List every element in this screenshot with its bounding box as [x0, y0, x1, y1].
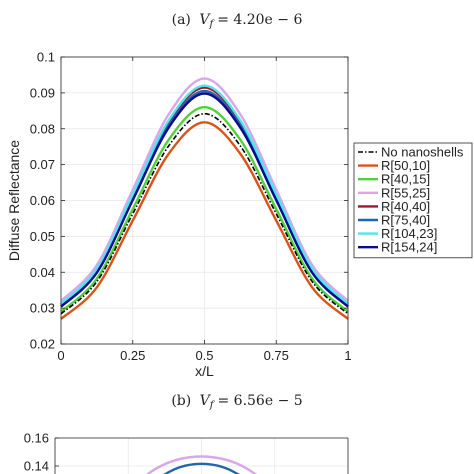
y-tick-label-7: 0.09: [30, 85, 55, 100]
legend-label-5: R[75,40]: [381, 213, 430, 228]
series-line-r-104-23-: [60, 84, 349, 305]
panel-b-label: (b): [171, 393, 191, 409]
series-line-r-50-10-: [60, 121, 349, 320]
panel-a-var: V: [199, 12, 211, 28]
legend-label-0: No nanoshells: [381, 145, 464, 160]
legend-label-2: R[40,15]: [381, 172, 430, 187]
panel-b-series: [146, 455, 257, 474]
panel-b-series-line-r-75-40-: [163, 462, 240, 474]
y-tick-label-3: 0.05: [30, 229, 55, 244]
panel-b-y-tick-label-1: 0.16: [24, 431, 49, 446]
panel-a-plot: 0 0.25 0.5 0.75 1 0.02 0.03 0.04 0.05 0.06 0.07 0.0…: [6, 50, 473, 379]
legend-label-3: R[55,25]: [381, 185, 430, 200]
panel-a-label: (a): [172, 12, 191, 28]
panel-a-y-axis-label: Diffuse Reflectance: [6, 140, 22, 261]
panel-b-var-sub: f: [209, 400, 216, 411]
y-tick-label-4: 0.06: [30, 193, 55, 208]
series-line-r-55-25-: [60, 77, 349, 302]
panel-b-series-line-r-55-25-: [146, 455, 257, 474]
panel-b-value: = 6.56e − 5: [217, 393, 302, 409]
panel-b-ticks: 0.14 0.16: [24, 431, 59, 474]
legend-label-6: R[104,23]: [381, 226, 437, 241]
legend-label-4: R[40,40]: [381, 199, 430, 214]
panel-a-title: (a) Vf = 4.20e − 6: [172, 12, 303, 30]
series-line-no-nanoshells: [60, 112, 349, 315]
x-tick-label-1: 0.25: [120, 348, 145, 363]
y-tick-label-6: 0.08: [30, 121, 55, 136]
y-tick-label-8: 0.1: [37, 50, 55, 65]
x-tick-label-3: 0.75: [264, 348, 289, 363]
panel-a-legend: No nanoshellsR[50,10]R[40,15]R[55,25]R[4…: [353, 142, 473, 259]
series-line-r-154-24-: [60, 92, 349, 308]
y-tick-label-0: 0.02: [30, 337, 55, 352]
panel-a-ticks: 0 0.25 0.5 0.75 1 0.02 0.03 0.04 0.05 0.06 0.07 0.0…: [30, 50, 352, 364]
panel-b-var: V: [200, 393, 212, 409]
panel-b-axes-box: [54, 437, 349, 474]
panel-b-title: (b) Vf = 6.56e − 5: [171, 393, 302, 411]
x-tick-label-4: 1: [344, 348, 351, 363]
y-tick-label-2: 0.04: [30, 265, 55, 280]
panel-a-series: [60, 77, 349, 320]
panel-a-value: = 4.20e − 6: [217, 12, 302, 28]
legend-label-7: R[154,24]: [381, 240, 437, 255]
series-line-r-40-15-: [60, 106, 349, 313]
y-tick-label-1: 0.03: [30, 301, 55, 316]
x-tick-label-0: 0: [57, 348, 64, 363]
x-tick-label-2: 0.5: [195, 348, 213, 363]
y-tick-label-5: 0.07: [30, 157, 55, 172]
panel-a-grid: [60, 56, 349, 345]
panel-b-plot: 0.14 0.16: [24, 431, 349, 474]
panel-b-y-tick-label-0: 0.14: [24, 459, 49, 474]
panel-a-var-sub: f: [208, 19, 215, 30]
legend-label-1: R[50,10]: [381, 158, 430, 173]
legend-box: [353, 142, 473, 259]
panel-a-x-axis-label: x/L: [195, 363, 214, 379]
